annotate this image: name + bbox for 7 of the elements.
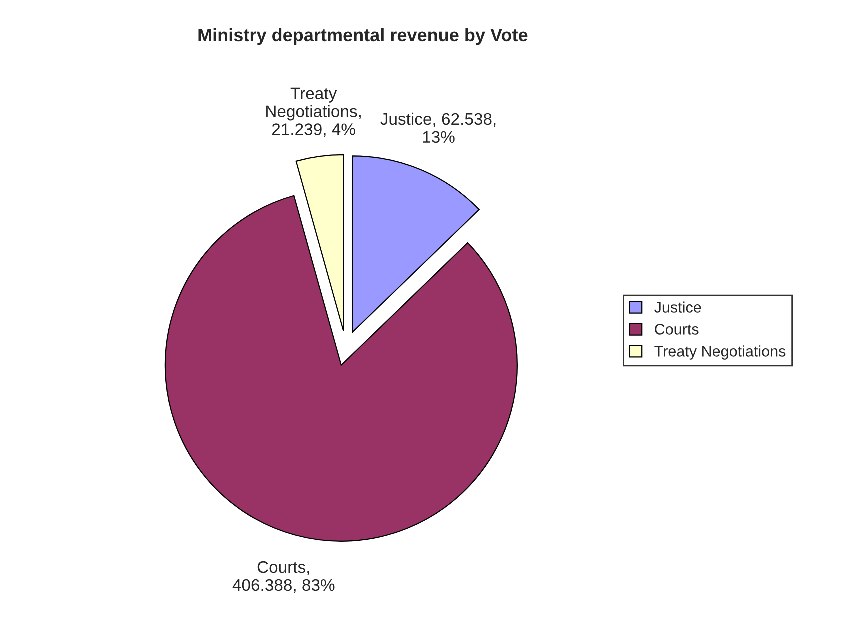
- legend-label: Justice: [654, 302, 702, 313]
- data-label: Treaty Negotiations, 21.239, 4%: [266, 88, 361, 138]
- legend-label: Treaty Negotiations: [654, 346, 786, 360]
- data-label: Justice, 62.538, 13%: [380, 112, 496, 144]
- legend-label: Courts: [655, 324, 699, 335]
- data-label: Courts, 406.388, 83%: [232, 561, 335, 594]
- chart-title: Ministry departmental revenue by Vote: [198, 28, 528, 46]
